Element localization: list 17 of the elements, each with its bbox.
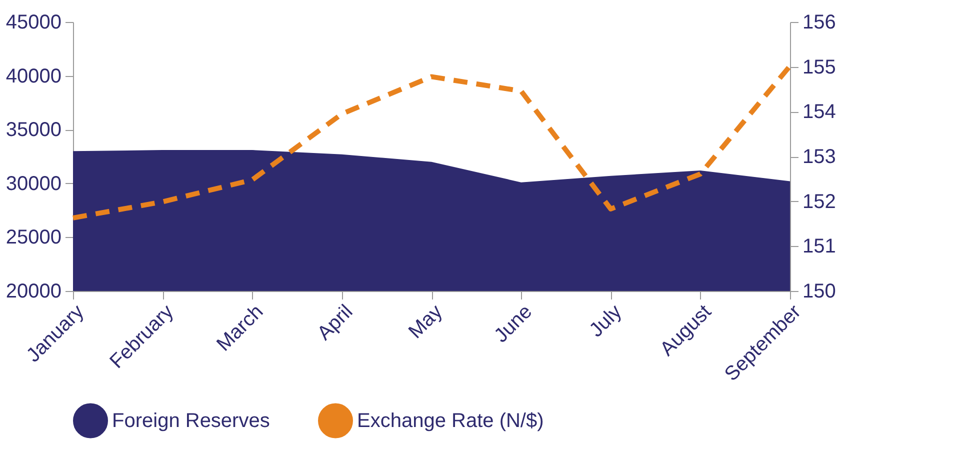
y-tick-label: 40000 <box>6 65 62 88</box>
x-tick-label: May <box>404 300 447 344</box>
y2-tick-label: 154 <box>802 101 836 124</box>
y2-tick-label: 155 <box>802 56 836 78</box>
legend-label: Foreign Reserves <box>112 410 270 432</box>
y2-tick-label: 156 <box>802 12 836 34</box>
y-tick-label: 35000 <box>6 119 62 142</box>
y-tick-label: 45000 <box>6 12 62 34</box>
x-tick-label: July <box>585 300 626 342</box>
y2-tick-label: 152 <box>802 190 836 213</box>
y-tick-label: 25000 <box>6 226 62 249</box>
y-tick-label: 20000 <box>6 280 62 302</box>
y-tick-label: 30000 <box>6 172 62 195</box>
legend-label: Exchange Rate (N/$) <box>357 410 544 432</box>
y2-tick-label: 151 <box>802 236 836 258</box>
y2-tick-label: 153 <box>802 146 836 168</box>
y2-tick-label: 150 <box>802 280 836 302</box>
